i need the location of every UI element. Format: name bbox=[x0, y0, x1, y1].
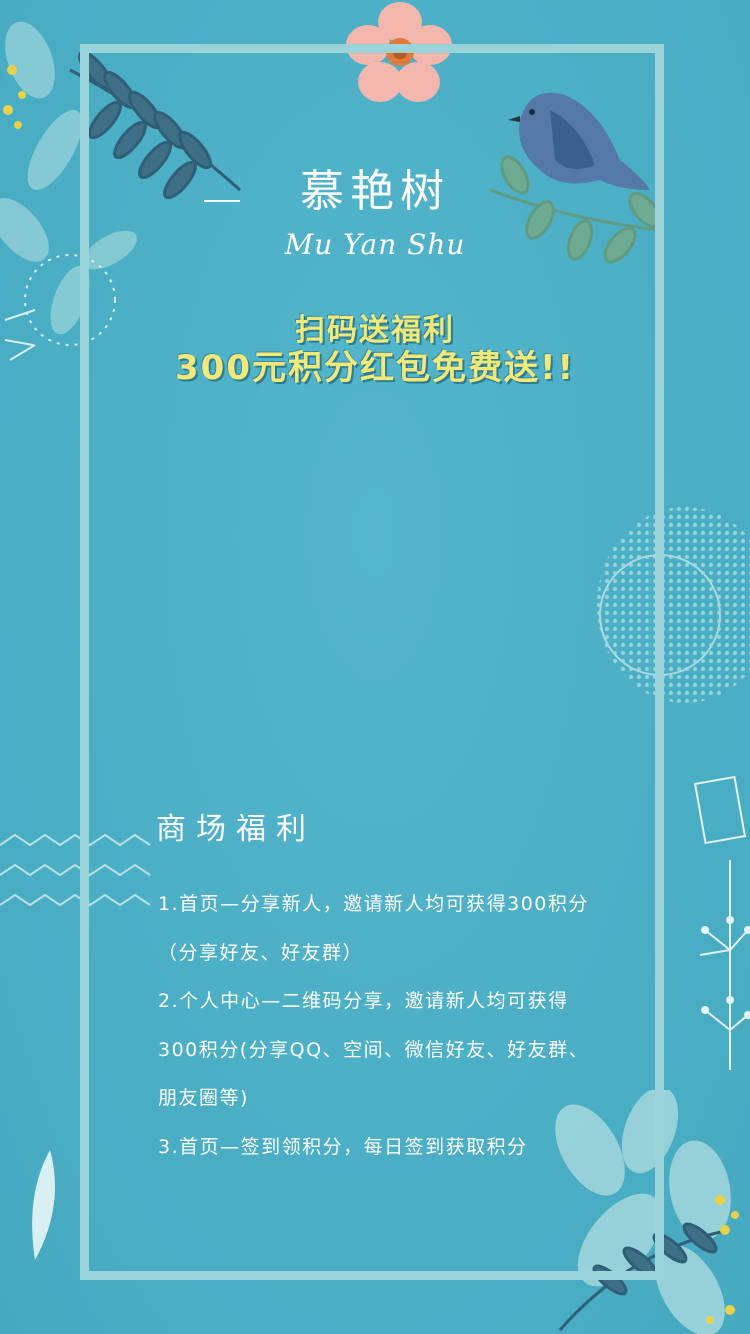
promo-headline: 扫码送福利 bbox=[295, 313, 455, 348]
brand-title-en: Mu Yan Shu bbox=[284, 228, 466, 261]
benefit-line: （分享好友、好友群） bbox=[158, 941, 364, 964]
leaf-decoration-bottom-left bbox=[32, 1150, 55, 1260]
leaf-branch-decoration-top-left: F bbox=[0, 21, 241, 361]
bird-illustration bbox=[489, 92, 662, 264]
decorative-frame bbox=[80, 44, 664, 1280]
benefit-line: 2.个人中心—二维码分享，邀请新人均可获得 bbox=[158, 990, 569, 1012]
promo-subheadline: 300元积分红包免费送!! bbox=[175, 348, 575, 388]
benefit-line: 3.首页—签到领积分，每日签到获取积分 bbox=[158, 1135, 528, 1158]
leaf-cluster-decoration-bottom-right bbox=[555, 1090, 739, 1334]
brand-title-cn: 慕艳树 bbox=[300, 166, 450, 217]
benefit-line: 1.首页—分享新人，邀请新人均可获得300积分 bbox=[158, 893, 589, 915]
benefit-line: 300积分(分享QQ、空间、微信好友、好友群、 bbox=[158, 1038, 590, 1061]
benefits-list: 1.首页—分享新人，邀请新人均可获得300积分 （分享好友、好友群） 2.个人中… bbox=[158, 880, 638, 1171]
benefit-line: 朋友圈等) bbox=[158, 1087, 249, 1109]
dandelion-decoration-right bbox=[693, 775, 750, 1070]
benefits-title: 商场福利 bbox=[156, 812, 316, 847]
title-divider bbox=[204, 200, 240, 202]
zigzag-decoration bbox=[0, 833, 151, 907]
